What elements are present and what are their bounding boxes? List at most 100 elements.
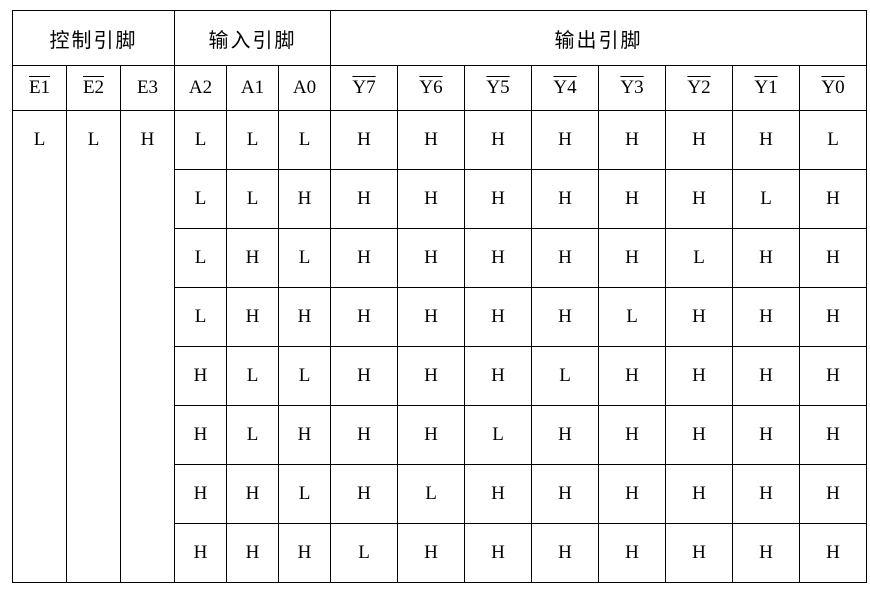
cell-y2: H xyxy=(666,111,733,170)
cell-y2: H xyxy=(666,524,733,583)
cell-a1: L xyxy=(227,406,279,465)
cell-y3: H xyxy=(599,524,666,583)
cell-a1: H xyxy=(227,524,279,583)
cell-y3: H xyxy=(599,465,666,524)
cell-y2: H xyxy=(666,406,733,465)
cell-y0: H xyxy=(800,524,867,583)
cell-y4: H xyxy=(532,524,599,583)
cell-a1: L xyxy=(227,347,279,406)
cell-y5: H xyxy=(465,229,532,288)
cell-y4: H xyxy=(532,111,599,170)
col-header-y6: Y6 xyxy=(398,66,465,111)
cell-y6: H xyxy=(398,347,465,406)
cell-y2: H xyxy=(666,465,733,524)
cell-a2: L xyxy=(175,288,227,347)
col-header-y4: Y4 xyxy=(532,66,599,111)
cell-y2: H xyxy=(666,170,733,229)
cell-y5: H xyxy=(465,524,532,583)
cell-y7: H xyxy=(331,288,398,347)
cell-y7: L xyxy=(331,524,398,583)
cell-a0: H xyxy=(279,524,331,583)
cell-a0: H xyxy=(279,406,331,465)
cell-y7: H xyxy=(331,170,398,229)
cell-y3: H xyxy=(599,406,666,465)
cell-e1: L xyxy=(13,111,67,583)
col-header-e3: E3 xyxy=(121,66,175,111)
cell-y1: H xyxy=(733,229,800,288)
cell-y6: H xyxy=(398,406,465,465)
cell-a0: L xyxy=(279,111,331,170)
cell-y0: H xyxy=(800,347,867,406)
col-header-y3: Y3 xyxy=(599,66,666,111)
cell-a0: L xyxy=(279,465,331,524)
cell-a2: L xyxy=(175,111,227,170)
group-header-output: 输出引脚 xyxy=(331,11,867,66)
cell-y5: H xyxy=(465,170,532,229)
cell-y0: L xyxy=(800,111,867,170)
cell-e3: H xyxy=(121,111,175,583)
col-header-y0: Y0 xyxy=(800,66,867,111)
cell-a2: H xyxy=(175,524,227,583)
cell-y0: H xyxy=(800,170,867,229)
cell-e2: L xyxy=(67,111,121,583)
cell-a0: H xyxy=(279,288,331,347)
cell-y1: L xyxy=(733,170,800,229)
cell-y1: H xyxy=(733,406,800,465)
cell-y3: L xyxy=(599,288,666,347)
cell-a1: L xyxy=(227,170,279,229)
cell-y2: H xyxy=(666,288,733,347)
cell-y3: H xyxy=(599,229,666,288)
cell-y4: H xyxy=(532,406,599,465)
col-header-a2: A2 xyxy=(175,66,227,111)
col-header-e1: E1 xyxy=(13,66,67,111)
cell-y7: H xyxy=(331,229,398,288)
cell-y7: H xyxy=(331,465,398,524)
col-header-y7: Y7 xyxy=(331,66,398,111)
cell-a1: L xyxy=(227,111,279,170)
cell-y2: H xyxy=(666,347,733,406)
cell-y6: H xyxy=(398,288,465,347)
cell-y5: H xyxy=(465,347,532,406)
column-header-row: E1 E2 E3 A2 A1 A0 Y7 Y6 Y5 Y4 Y3 Y2 Y1 Y… xyxy=(13,66,867,111)
cell-y0: H xyxy=(800,288,867,347)
cell-a1: H xyxy=(227,288,279,347)
cell-y6: L xyxy=(398,465,465,524)
cell-y4: H xyxy=(532,465,599,524)
cell-y5: H xyxy=(465,111,532,170)
cell-y6: H xyxy=(398,229,465,288)
cell-y0: H xyxy=(800,229,867,288)
cell-y4: H xyxy=(532,229,599,288)
cell-y1: H xyxy=(733,288,800,347)
cell-y0: H xyxy=(800,406,867,465)
cell-a0: L xyxy=(279,347,331,406)
cell-y7: H xyxy=(331,111,398,170)
cell-a1: H xyxy=(227,229,279,288)
col-header-a0: A0 xyxy=(279,66,331,111)
cell-a2: H xyxy=(175,406,227,465)
cell-y1: H xyxy=(733,347,800,406)
cell-a0: L xyxy=(279,229,331,288)
cell-y3: H xyxy=(599,170,666,229)
truth-table: 控制引脚 输入引脚 输出引脚 E1 E2 E3 A2 A1 A0 Y7 Y6 Y… xyxy=(12,10,867,583)
cell-a2: H xyxy=(175,347,227,406)
cell-y5: H xyxy=(465,465,532,524)
cell-y1: H xyxy=(733,524,800,583)
cell-y3: H xyxy=(599,111,666,170)
cell-a0: H xyxy=(279,170,331,229)
cell-y6: H xyxy=(398,170,465,229)
table-row: L L H L L L H H H H H H H L xyxy=(13,111,867,170)
cell-y3: H xyxy=(599,347,666,406)
group-header-control: 控制引脚 xyxy=(13,11,175,66)
cell-a1: H xyxy=(227,465,279,524)
cell-y4: H xyxy=(532,288,599,347)
col-header-y2: Y2 xyxy=(666,66,733,111)
group-header-input: 输入引脚 xyxy=(175,11,331,66)
cell-y1: H xyxy=(733,111,800,170)
cell-y7: H xyxy=(331,406,398,465)
cell-y1: H xyxy=(733,465,800,524)
col-header-a1: A1 xyxy=(227,66,279,111)
cell-y2: L xyxy=(666,229,733,288)
col-header-e2: E2 xyxy=(67,66,121,111)
cell-y5: H xyxy=(465,288,532,347)
col-header-y5: Y5 xyxy=(465,66,532,111)
